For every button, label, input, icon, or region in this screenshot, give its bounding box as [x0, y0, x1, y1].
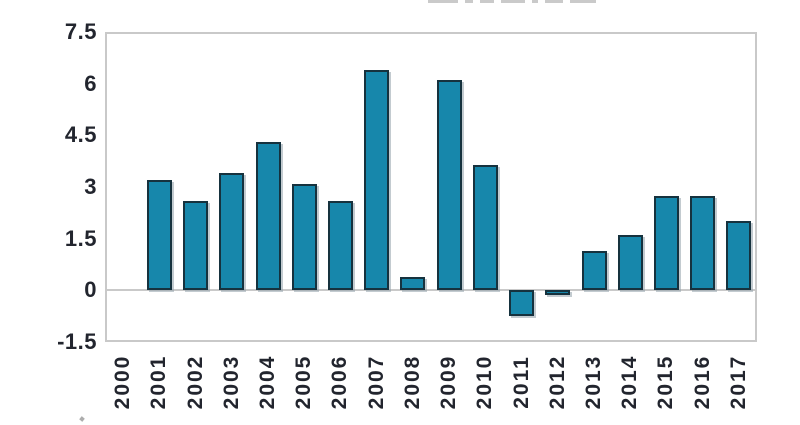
- x-tick-2016: 2016: [690, 354, 714, 410]
- title-fragment-mark: [465, 0, 473, 3]
- x-tick-2015: 2015: [654, 354, 678, 410]
- y-tick-6: 6: [84, 70, 97, 96]
- title-fragment-mark: [570, 0, 596, 3]
- bar-2004: [255, 142, 281, 291]
- bar-2006: [327, 200, 353, 291]
- bar-2017: [726, 221, 752, 291]
- bar-2009: [436, 80, 462, 291]
- x-tick-2017: 2017: [726, 354, 750, 410]
- y-tick-0: 0: [84, 277, 97, 303]
- title-fragment-mark: [532, 0, 538, 3]
- x-tick-2012: 2012: [545, 354, 569, 410]
- bar-2003: [219, 173, 245, 291]
- x-tick-2011: 2011: [509, 355, 533, 409]
- x-tick-2006: 2006: [328, 354, 352, 410]
- x-tick-2005: 2005: [292, 354, 316, 410]
- plot-area: [105, 32, 757, 342]
- bar-2008: [400, 276, 426, 291]
- x-tick-2003: 2003: [219, 354, 243, 410]
- title-fragment-mark: [480, 0, 494, 3]
- title-fragment-mark: [501, 0, 525, 3]
- x-tick-2004: 2004: [256, 354, 279, 410]
- cropped-title-fragment: [428, 0, 596, 4]
- x-tick-2014: 2014: [618, 354, 642, 410]
- bar-2010: [472, 164, 498, 291]
- x-tick-2007: 2007: [364, 354, 388, 410]
- x-tick-2001: 2001: [147, 354, 171, 410]
- bar-2011: [509, 290, 535, 317]
- bar-2016: [690, 195, 716, 291]
- bar-2013: [581, 250, 607, 291]
- x-tick-2002: 2002: [183, 354, 207, 410]
- bar-2012: [545, 290, 571, 296]
- x-tick-2009: 2009: [437, 354, 461, 410]
- bar-2002: [183, 200, 209, 291]
- zero-gridline: [105, 289, 757, 292]
- x-tick-2008: 2008: [400, 354, 424, 410]
- title-fragment-mark: [545, 0, 563, 3]
- bar-2015: [653, 195, 679, 291]
- y-tick-7.5: 7.5: [64, 19, 97, 44]
- stray-mark: [79, 416, 85, 422]
- x-tick-2013: 2013: [582, 354, 605, 410]
- x-tick-2010: 2010: [473, 354, 497, 410]
- y-tick-3: 3: [84, 174, 97, 199]
- bar-2014: [617, 235, 643, 291]
- x-tick-2000: 2000: [111, 354, 135, 410]
- bar-2001: [146, 180, 172, 291]
- bar-2007: [364, 69, 390, 291]
- y-tick-4.5: 4.5: [64, 122, 97, 148]
- title-fragment-mark: [428, 0, 458, 3]
- y-tick--1.5: -1.5: [57, 329, 97, 354]
- bar-2005: [291, 183, 317, 291]
- y-tick-1.5: 1.5: [64, 225, 97, 251]
